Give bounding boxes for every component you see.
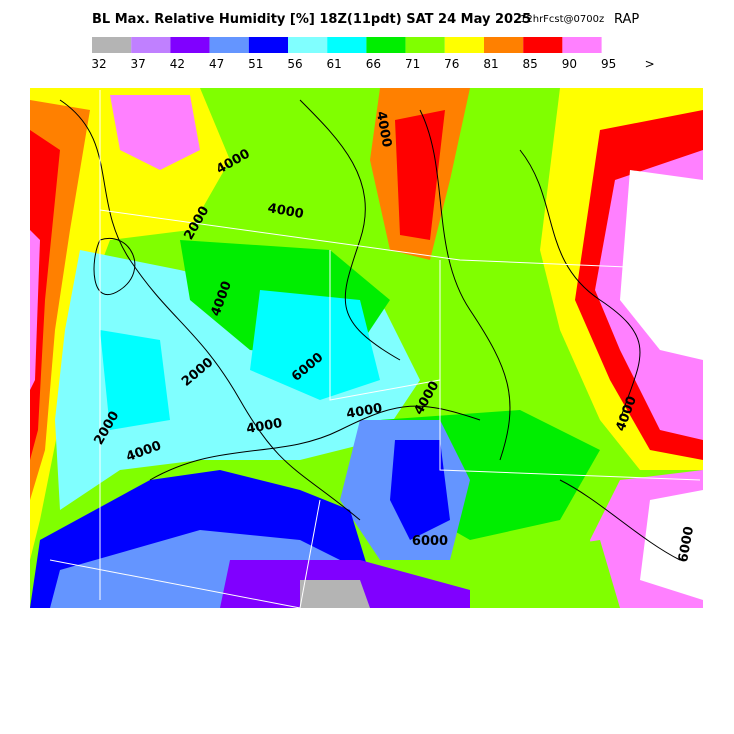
humidity-map: 4000400040002000400020004000400060002000… [30, 88, 703, 608]
legend-label: 37 [131, 57, 146, 71]
contour-label: 4000 [266, 201, 304, 222]
legend-label: 81 [483, 57, 498, 71]
legend-label: 95 [601, 57, 616, 71]
contour-label: 4000 [373, 110, 394, 148]
legend-swatch [562, 37, 602, 53]
contour-label: 6000 [412, 534, 448, 549]
legend-label: 66 [366, 57, 381, 71]
legend-swatch [131, 37, 171, 53]
legend-label: 47 [209, 57, 224, 71]
legend-swatch [92, 37, 132, 53]
legend-swatch [170, 37, 210, 53]
model-label: RAP [614, 12, 639, 27]
legend-swatch [405, 37, 445, 53]
legend-label: 76 [444, 57, 459, 71]
legend-swatch [209, 37, 249, 53]
legend-label: 85 [523, 57, 538, 71]
contour-label: 6000 [676, 525, 697, 563]
legend-label: 42 [170, 57, 185, 71]
legend-swatch [484, 37, 524, 53]
legend-label: 90 [562, 57, 577, 71]
legend-label: 71 [405, 57, 420, 71]
legend-swatch [327, 37, 367, 53]
legend-label: 56 [287, 57, 302, 71]
legend-swatch [523, 37, 563, 53]
contour-label: 4000 [245, 416, 283, 437]
legend-swatch [288, 37, 328, 53]
legend-label: 61 [327, 57, 342, 71]
title: BL Max. Relative Humidity [%] 18Z(11pdt)… [92, 12, 531, 27]
legend-label: 51 [248, 57, 263, 71]
legend-more: > [645, 57, 655, 71]
color-legend: 32 37 42 47 51 56 61 66 71 76 81 85 90 95 > [91, 37, 655, 71]
legend-label: 32 [91, 57, 106, 71]
legend-swatch [444, 37, 484, 53]
forecast-label: 12hrFcst@0700z [520, 14, 604, 25]
legend-swatch [248, 37, 288, 53]
legend-swatch [366, 37, 406, 53]
contour-label: 4000 [345, 401, 383, 422]
